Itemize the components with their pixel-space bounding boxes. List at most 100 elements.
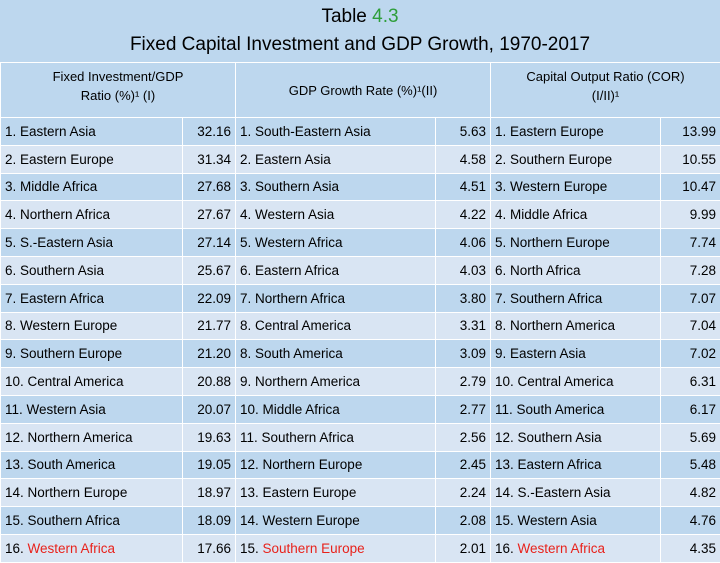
table-number: 4.3 [372,6,398,27]
investment-ratio-value: 31.34 [183,145,236,173]
growth-region: 15. Southern Europe [236,534,436,562]
header-col1-line2: Ratio (%)¹ (I) [5,86,231,105]
growth-region: 10. Middle Africa [236,395,436,423]
cor-value: 7.07 [661,284,720,312]
cor-value: 7.28 [661,256,720,284]
growth-region: 3. Southern Asia [236,173,436,201]
cor-region: 10. Central America [491,368,661,396]
cor-region: 3. Western Europe [491,173,661,201]
growth-region: 13. Eastern Europe [236,479,436,507]
cor-region: 16. Western Africa [491,534,661,562]
cor-region: 9. Eastern Asia [491,340,661,368]
cor-value: 7.02 [661,340,720,368]
region-name-highlighted: Southern Europe [263,541,365,556]
growth-rate-value: 4.22 [436,201,491,229]
growth-rate-value: 4.51 [436,173,491,201]
growth-rate-value: 2.01 [436,534,491,562]
region-name-highlighted: Western Africa [28,541,116,556]
cor-value: 5.69 [661,423,720,451]
cor-region: 8. Northern America [491,312,661,340]
cor-value: 4.82 [661,479,720,507]
investment-region: 12. Northern America [1,423,183,451]
cor-region: 11. South America [491,395,661,423]
cor-region: 1. Eastern Europe [491,118,661,146]
investment-ratio-value: 19.63 [183,423,236,451]
cor-region: 15. Western Asia [491,507,661,535]
investment-ratio-value: 19.05 [183,451,236,479]
investment-region: 3. Middle Africa [1,173,183,201]
cor-value: 10.55 [661,145,720,173]
growth-region: 2. Eastern Asia [236,145,436,173]
growth-region: 8. South America [236,340,436,368]
cor-region: 7. Southern Africa [491,284,661,312]
region-name-highlighted: Western Africa [518,541,606,556]
growth-rate-value: 4.03 [436,256,491,284]
cor-value: 5.48 [661,451,720,479]
investment-region: 7. Eastern Africa [1,284,183,312]
investment-ratio-value: 20.88 [183,368,236,396]
growth-region: 7. Northern Africa [236,284,436,312]
header-capital-output: Capital Output Ratio (COR)(I/II)¹ [491,63,720,118]
title-prefix: Table [321,6,372,27]
investment-region: 5. S.-Eastern Asia [1,229,183,257]
growth-rate-value: 2.77 [436,395,491,423]
growth-rate-value: 2.24 [436,479,491,507]
header-gdp-growth: GDP Growth Rate (%)¹(II) [236,63,491,118]
growth-region: 9. Northern America [236,368,436,396]
growth-region: 14. Western Europe [236,507,436,535]
investment-region: 15. Southern Africa [1,507,183,535]
rank-number: 16. [5,541,28,556]
investment-ratio-value: 18.09 [183,507,236,535]
header-col3-line1: Capital Output Ratio (COR) [495,67,716,86]
cor-value: 6.31 [661,368,720,396]
investment-region: 9. Southern Europe [1,340,183,368]
cor-region: 6. North Africa [491,256,661,284]
investment-ratio-value: 21.77 [183,312,236,340]
cor-region: 5. Northern Europe [491,229,661,257]
title-line-2: Fixed Capital Investment and GDP Growth,… [0,31,720,59]
page-title: Table 4.3 Fixed Capital Investment and G… [0,0,720,62]
growth-rate-value: 2.08 [436,507,491,535]
investment-ratio-value: 22.09 [183,284,236,312]
growth-rate-value: 4.58 [436,145,491,173]
investment-region: 16. Western Africa [1,534,183,562]
investment-region: 10. Central America [1,368,183,396]
investment-region: 6. Southern Asia [1,256,183,284]
cor-region: 2. Southern Europe [491,145,661,173]
investment-region: 11. Western Asia [1,395,183,423]
investment-ratio-value: 27.68 [183,173,236,201]
investment-ratio-value: 27.14 [183,229,236,257]
growth-rate-value: 2.79 [436,368,491,396]
growth-region: 6. Eastern Africa [236,256,436,284]
growth-region: 4. Western Asia [236,201,436,229]
cor-region: 4. Middle Africa [491,201,661,229]
cor-value: 9.99 [661,201,720,229]
table-slide: Table 4.3 Fixed Capital Investment and G… [0,0,720,540]
growth-rate-value: 5.63 [436,118,491,146]
header-col3-line2: (I/II)¹ [495,86,716,105]
growth-region: 1. South-Eastern Asia [236,118,436,146]
cor-value: 7.04 [661,312,720,340]
investment-ratio-value: 20.07 [183,395,236,423]
growth-rate-value: 3.31 [436,312,491,340]
growth-rate-value: 2.56 [436,423,491,451]
investment-region: 14. Northern Europe [1,479,183,507]
title-line-1: Table 4.3 [0,3,720,31]
investment-region: 4. Northern Africa [1,201,183,229]
cor-value: 4.35 [661,534,720,562]
